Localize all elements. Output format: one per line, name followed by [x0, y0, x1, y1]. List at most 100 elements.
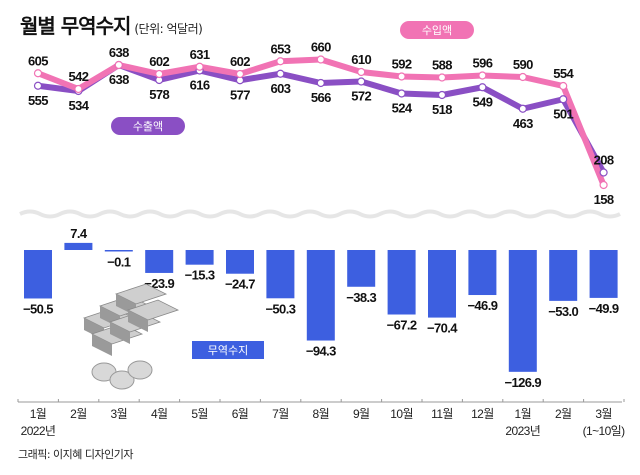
- export-value-label: 524: [392, 101, 413, 116]
- import-point: [155, 69, 164, 79]
- balance-value-label: −38.3: [346, 290, 376, 305]
- x-tick-label: 10월: [390, 407, 413, 421]
- balance-value-label: −50.5: [23, 301, 53, 316]
- import-value-label: 554: [553, 66, 574, 81]
- import-point: [276, 57, 285, 66]
- export-value-label: 616: [190, 78, 210, 93]
- x-tick-label: 8월: [313, 407, 330, 421]
- import-point: [397, 72, 406, 81]
- wave-divider: [19, 209, 621, 219]
- export-point: [357, 77, 366, 86]
- x-tick-label: 3월: [595, 407, 612, 421]
- balance-bar: [185, 250, 214, 265]
- balance-value-label: −50.3: [265, 301, 295, 316]
- balance-bar: [347, 250, 376, 287]
- x-tick-label: 7월: [272, 407, 289, 421]
- balance-value-label: −53.0: [548, 304, 578, 319]
- x-tick-label: 2월: [555, 407, 572, 421]
- balance-value-label: −24.7: [225, 277, 255, 292]
- x-tick-label: 5월: [191, 407, 208, 421]
- import-point: [357, 67, 366, 77]
- chart-title: 월별 무역수지 (단위: 억달러): [20, 10, 203, 39]
- balance-value-label: −49.9: [589, 301, 619, 316]
- export-value-label: 566: [311, 90, 331, 105]
- import-value-label: 610: [351, 52, 371, 67]
- balance-bar: [508, 250, 537, 372]
- x-tick-label: 1월: [515, 407, 532, 421]
- coin: [109, 370, 135, 390]
- bill-side: [128, 310, 148, 332]
- balance-bar: [468, 250, 497, 296]
- import-point: [518, 72, 527, 82]
- unit-label: (단위: 억달러): [134, 22, 203, 36]
- import-value-label: 631: [190, 47, 210, 62]
- balance-bar: [266, 250, 295, 299]
- export-point: [397, 89, 406, 98]
- balance-value-label: −67.2: [387, 318, 417, 333]
- export-value-label: 534: [68, 98, 89, 113]
- export-value-label: 555: [28, 93, 48, 108]
- x-tick-label: 4월: [151, 407, 168, 421]
- export-value-label: 638: [109, 72, 129, 87]
- balance-bar: [104, 250, 133, 252]
- balance-bar: [24, 250, 52, 299]
- import-point: [74, 84, 83, 94]
- x-tick-label: 11월: [431, 407, 453, 421]
- import-point: [559, 81, 568, 91]
- export-value-label: 549: [472, 94, 492, 109]
- bill: [126, 299, 180, 321]
- x-sub-label: 2022년: [21, 424, 56, 438]
- import-legend-bg: [400, 21, 474, 39]
- import-value-label: 590: [513, 57, 533, 72]
- import-value-label: 653: [270, 41, 290, 56]
- balance-value-label: −70.4: [427, 321, 458, 336]
- import-value-label: 638: [109, 45, 129, 60]
- export-value-label: 501: [553, 106, 573, 121]
- export-value-label: 577: [230, 87, 250, 102]
- import-value-label: 602: [149, 54, 169, 69]
- balance-bar: [549, 250, 578, 301]
- balance-value-label: −0.1: [107, 255, 131, 270]
- balance-value-label: −15.3: [185, 268, 215, 283]
- export-legend: 수출액: [133, 120, 163, 133]
- import-point: [33, 69, 43, 78]
- coin: [127, 360, 153, 380]
- balance-value-label: −126.9: [505, 375, 542, 390]
- balance-legend: 무역수지: [208, 344, 248, 357]
- balance-value-label: −46.9: [467, 298, 497, 313]
- import-value-label: 602: [230, 54, 250, 69]
- balance-bar: [428, 250, 456, 318]
- x-tick-label: 1월: [30, 407, 47, 421]
- export-value-label: 578: [149, 87, 169, 102]
- balance-bar: [64, 242, 93, 250]
- import-value-label: 592: [392, 57, 412, 72]
- credit: 그래픽: 이지혜 디자인기자: [18, 448, 134, 461]
- x-tick-label: 9월: [353, 407, 370, 421]
- x-tick-label: 12월: [471, 407, 494, 421]
- export-point: [276, 69, 285, 78]
- bill-side: [110, 322, 130, 344]
- import-point: [437, 73, 447, 82]
- balance-value-label: −94.3: [306, 344, 336, 359]
- import-value-label: 158: [594, 192, 614, 207]
- x-sub-label: (1~10일): [583, 424, 625, 438]
- export-value-label: 518: [432, 102, 452, 117]
- export-value-label: 208: [594, 153, 614, 168]
- bill: [114, 283, 168, 305]
- export-value-label: 463: [513, 116, 533, 131]
- export-point: [478, 83, 487, 92]
- import-value-label: 542: [68, 69, 88, 84]
- import-value-label: 596: [472, 56, 492, 71]
- title-text: 월별 무역수지: [20, 14, 131, 38]
- import-point: [478, 71, 487, 80]
- balance-value-label: 7.4: [70, 226, 88, 241]
- x-tick-label: 2월: [70, 407, 87, 421]
- export-point: [559, 95, 568, 104]
- export-point: [316, 78, 325, 88]
- import-value-label: 588: [432, 58, 452, 73]
- export-point: [599, 168, 608, 177]
- bill-side: [92, 334, 112, 356]
- export-value-label: 572: [351, 89, 371, 104]
- import-point: [235, 69, 245, 79]
